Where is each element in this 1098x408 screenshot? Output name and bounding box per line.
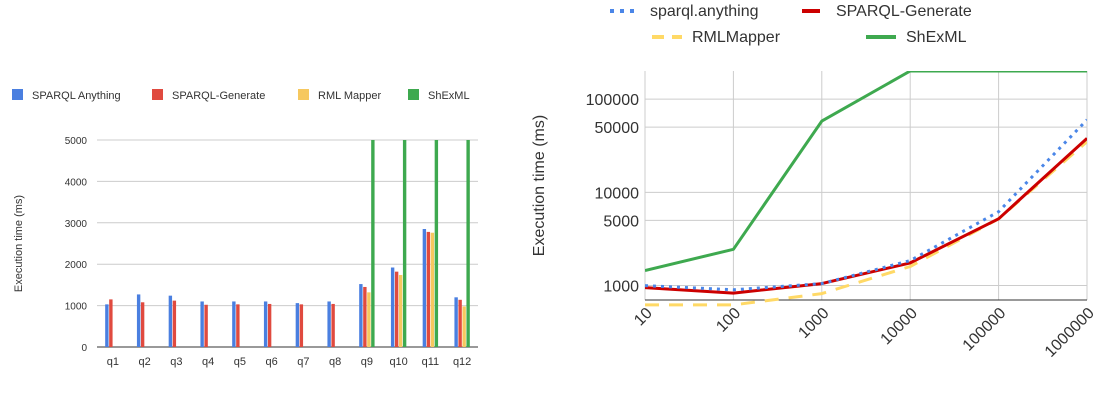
- x-tick-label: q10: [389, 356, 407, 368]
- x-tick-label: q9: [361, 356, 373, 368]
- y-tick-label: 0: [81, 343, 87, 354]
- legend-label: ShExML: [906, 29, 967, 46]
- legend-swatch: [408, 89, 419, 100]
- bar: [430, 232, 435, 347]
- x-tick-label: q4: [202, 356, 214, 368]
- bar: [168, 295, 173, 347]
- series-line: [645, 137, 1087, 295]
- legend-label: SPARQL-Generate: [172, 90, 265, 102]
- series-line: [645, 140, 1087, 307]
- legend-label: RML Mapper: [318, 90, 382, 102]
- bar: [367, 292, 371, 347]
- bar: [422, 229, 427, 347]
- bar: [462, 306, 466, 347]
- series-line: [645, 118, 1087, 292]
- line-chart: sparql.anything SPARQL-Generate RMLMapper S…: [531, 3, 1098, 361]
- legend-label: sparql.anything: [650, 3, 759, 20]
- bar: [363, 286, 367, 347]
- y-axis-title: Execution time (ms): [13, 195, 25, 292]
- bar: [172, 300, 177, 347]
- y-tick-label: 5000: [603, 213, 639, 230]
- bar-chart: SPARQL Anything SPARQL-Generate RML Mapper…: [12, 89, 478, 368]
- bar: [200, 301, 204, 347]
- bar: [136, 294, 141, 347]
- legend-label: RMLMapper: [692, 29, 781, 46]
- y-tick-label: 50000: [595, 120, 640, 137]
- bar: [402, 140, 407, 347]
- bar: [263, 301, 268, 347]
- x-tick-label: 1000000: [1042, 305, 1098, 361]
- x-tick-label: q7: [297, 356, 309, 368]
- x-tick-label: q1: [107, 356, 119, 368]
- x-tick-label: 10: [631, 305, 656, 330]
- legend-label: SPARQL Anything: [32, 90, 121, 102]
- bar: [105, 304, 109, 347]
- x-tick-label: q6: [266, 356, 278, 368]
- bar: [398, 274, 403, 347]
- bar-chart-panel: SPARQL Anything SPARQL-Generate RML Mapper…: [0, 0, 500, 403]
- legend-label: SPARQL-Generate: [836, 3, 972, 20]
- y-tick-label: 4000: [65, 177, 88, 188]
- bar: [232, 301, 236, 347]
- bar: [267, 303, 272, 347]
- x-tick-label: 100: [713, 305, 744, 336]
- y-tick-label: 3000: [65, 219, 88, 230]
- legend-swatch: [152, 89, 163, 100]
- bar: [426, 231, 431, 347]
- y-tick-label: 100000: [586, 92, 639, 109]
- bar: [295, 303, 300, 347]
- x-tick-label: 100000: [960, 305, 1010, 355]
- x-tick-label: q8: [329, 356, 341, 368]
- bar: [390, 267, 395, 347]
- x-tick-label: q3: [170, 356, 182, 368]
- bar: [140, 302, 145, 347]
- x-tick-label: 1000: [795, 305, 832, 342]
- bar: [109, 299, 113, 347]
- x-tick-label: 10000: [878, 305, 922, 349]
- legend-swatch: [12, 89, 23, 100]
- bar: [458, 299, 462, 347]
- y-tick-label: 10000: [595, 185, 640, 202]
- legend-label: ShExML: [428, 90, 470, 102]
- x-tick-label: q2: [139, 356, 151, 368]
- bar: [299, 304, 304, 347]
- bar: [327, 301, 331, 347]
- line-chart-panel: sparql.anything SPARQL-Generate RMLMapper S…: [520, 0, 1098, 403]
- bar: [204, 304, 208, 347]
- bar: [236, 304, 240, 347]
- x-tick-label: q5: [234, 356, 246, 368]
- y-tick-label: 5000: [65, 136, 88, 147]
- legend-swatch: [298, 89, 309, 100]
- bar: [466, 140, 470, 347]
- bar: [359, 284, 363, 347]
- y-axis-title: Execution time (ms): [531, 115, 548, 256]
- bar: [454, 297, 458, 347]
- y-tick-label: 1000: [65, 302, 88, 313]
- bar: [371, 140, 375, 347]
- y-tick-label: 2000: [65, 260, 88, 271]
- bar: [394, 271, 399, 347]
- y-tick-label: 1000: [603, 279, 639, 296]
- bar: [331, 303, 335, 347]
- bar: [434, 140, 439, 347]
- x-tick-label: q12: [453, 356, 471, 368]
- series-line: [645, 71, 1087, 272]
- x-tick-label: q11: [422, 356, 440, 368]
